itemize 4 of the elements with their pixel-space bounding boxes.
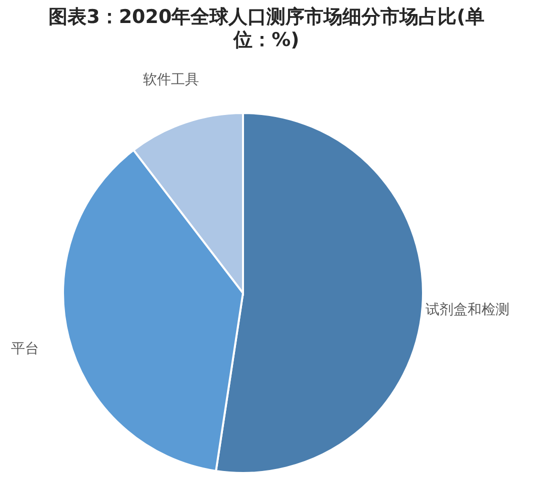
slice-label: 平台	[11, 340, 40, 357]
slice-label: 试剂盒和检测	[425, 302, 510, 318]
chart-title: 图表3：2020年全球人口测序市场细分市场占比(单位：%)	[48, 6, 484, 51]
slice-label: 软件工具	[142, 72, 199, 88]
